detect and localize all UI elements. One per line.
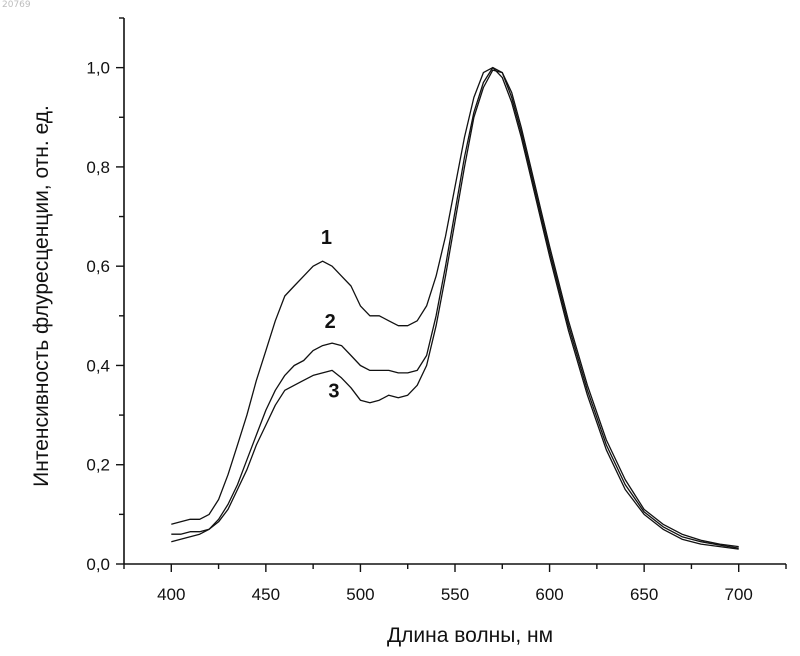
x-tick-label: 650 <box>630 585 658 604</box>
x-axis-ticks: 400 450 500 550 600 650 700 <box>123 564 787 604</box>
y-tick-label: 0,0 <box>86 555 110 574</box>
series-layer <box>171 66 739 550</box>
curve-label-3: 3 <box>328 381 339 403</box>
chart-axes <box>123 18 786 565</box>
curve-labels: 1 2 3 <box>321 227 340 403</box>
x-tick-label: 450 <box>252 585 280 604</box>
y-tick-label: 0,8 <box>86 158 110 177</box>
curve-label-1: 1 <box>321 227 332 249</box>
y-tick-label: 0,2 <box>86 456 110 475</box>
y-tick-label: 0,6 <box>86 257 110 276</box>
x-tick-label: 400 <box>157 585 185 604</box>
y-axis-ticks: 0,0 0,2 0,4 0,6 0,8 1,0 <box>86 17 124 574</box>
series-line-3 <box>171 69 739 548</box>
y-axis-title: Интенсивность флуресценции, отн. ед. <box>30 105 53 487</box>
x-axis-title: Длина волны, нм <box>387 624 553 647</box>
y-tick-label: 1,0 <box>86 59 110 78</box>
series-line-1 <box>171 66 739 550</box>
curve-label-2: 2 <box>325 311 336 333</box>
x-tick-label: 600 <box>535 585 563 604</box>
x-tick-label: 550 <box>441 585 469 604</box>
y-tick-label: 0,4 <box>86 356 110 375</box>
x-tick-label: 500 <box>346 585 374 604</box>
series-line-2 <box>171 66 739 549</box>
x-tick-label: 700 <box>725 585 753 604</box>
page-id-watermark: 20769 <box>2 0 31 10</box>
